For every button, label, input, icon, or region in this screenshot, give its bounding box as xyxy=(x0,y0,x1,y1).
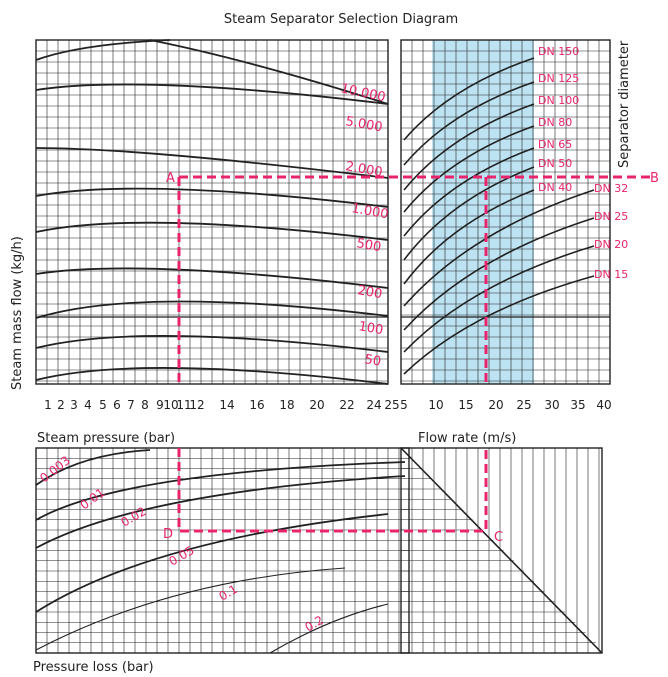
loss-curve xyxy=(35,461,406,521)
dn-curve xyxy=(403,103,535,191)
dn-label-50: DN 50 xyxy=(538,157,572,170)
loss-label-001: 0.01 xyxy=(78,485,108,512)
upper-right-panel xyxy=(400,39,611,385)
upper-left-grid xyxy=(35,39,389,384)
loss-label-005: 0.05 xyxy=(167,543,197,568)
pressure-tick-24: 24 xyxy=(366,398,381,412)
dn-label-32: DN 32 xyxy=(594,182,628,195)
dn-label-15: DN 15 xyxy=(594,268,628,281)
diagram-title: Steam Separator Selection Diagram xyxy=(224,12,458,27)
pressure-tick-4: 4 xyxy=(84,398,92,412)
dn-label-100: DN 100 xyxy=(538,94,579,107)
flow-curve xyxy=(35,367,389,385)
pressure-loss-label: Pressure loss (bar) xyxy=(33,660,154,675)
velocity-tick-10: 10 xyxy=(428,398,443,412)
velocity-band xyxy=(432,40,534,384)
pressure-tick-8: 8 xyxy=(141,398,149,412)
pressure-tick-18: 18 xyxy=(279,398,294,412)
loss-label-02: 0.2 xyxy=(303,613,327,635)
separator-diameter-label: Separator diameter xyxy=(617,40,632,168)
flow-curve xyxy=(149,39,389,105)
dn-curve xyxy=(403,125,535,213)
pressure-tick-25: 25 xyxy=(384,398,399,412)
loss-curve xyxy=(35,449,151,486)
curve-label-2000: 2.000 xyxy=(344,159,383,180)
loss-curve xyxy=(35,475,406,549)
flow-curve xyxy=(35,300,389,319)
loss-curves xyxy=(35,449,406,654)
pressure-tick-16: 16 xyxy=(249,398,264,412)
pressure-tick-2: 2 xyxy=(57,398,65,412)
dn-curve xyxy=(403,166,535,261)
dn-curve xyxy=(403,189,535,285)
curve-label-200: 200 xyxy=(356,283,383,302)
dn-curve xyxy=(403,81,535,166)
point-d: D xyxy=(163,527,173,542)
pressure-tick-9: 9 xyxy=(156,398,164,412)
dn-label-20: DN 20 xyxy=(594,238,628,251)
flow-curve-labels: 10.000 5.000 2.000 1.000 500 200 100 50 xyxy=(339,81,389,370)
steam-pressure-label: Steam pressure (bar) xyxy=(37,431,175,446)
flow-curve xyxy=(35,147,389,179)
pressure-tick-11: 11 xyxy=(176,398,191,412)
upper-left-panel xyxy=(35,39,389,385)
velocity-tick-15: 15 xyxy=(458,398,473,412)
pressure-tick-14: 14 xyxy=(219,398,234,412)
velocity-tick-labels: 5 10 15 20 25 30 35 40 xyxy=(400,398,611,412)
curve-label-500: 500 xyxy=(355,236,382,255)
loss-curve xyxy=(35,513,389,613)
dn-label-80: DN 80 xyxy=(538,116,572,129)
flow-curve xyxy=(35,39,171,61)
loss-label-002: 0.02 xyxy=(119,504,149,529)
lower-right-panel xyxy=(400,447,603,654)
pressure-tick-6: 6 xyxy=(113,398,121,412)
pressure-tick-10: 10 xyxy=(163,398,178,412)
dn-label-25: DN 25 xyxy=(594,210,628,223)
loss-curve xyxy=(269,603,389,654)
velocity-tick-40: 40 xyxy=(596,398,611,412)
point-b: B xyxy=(650,171,659,186)
flow-curve xyxy=(35,221,389,241)
dn-curve xyxy=(403,57,535,141)
point-a: A xyxy=(166,171,175,186)
flow-curves xyxy=(35,39,389,385)
velocity-tick-25: 25 xyxy=(516,398,531,412)
steam-mass-flow-label: Steam mass flow (kg/h) xyxy=(10,236,25,390)
velocity-tick-35: 35 xyxy=(570,398,585,412)
velocity-tick-20: 20 xyxy=(488,398,503,412)
flow-rate-label: Flow rate (m/s) xyxy=(418,431,516,446)
flow-curve xyxy=(35,335,389,353)
dn-labels: DN 150 DN 125 DN 100 DN 80 DN 65 DN 50 D… xyxy=(538,45,628,281)
velocity-tick-5: 5 xyxy=(400,398,408,412)
pressure-tick-22: 22 xyxy=(339,398,354,412)
example-path xyxy=(177,175,650,533)
lower-left-panel xyxy=(35,447,410,654)
dn-label-65: DN 65 xyxy=(538,138,572,151)
curve-label-50: 50 xyxy=(363,352,382,370)
point-c: C xyxy=(494,530,503,545)
loss-curve xyxy=(35,567,346,651)
velocity-tick-30: 30 xyxy=(544,398,559,412)
flow-curve xyxy=(35,83,389,105)
curve-label-5000: 5.000 xyxy=(344,114,383,135)
pressure-tick-7: 7 xyxy=(127,398,135,412)
pressure-tick-20: 20 xyxy=(309,398,324,412)
dn-label-150: DN 150 xyxy=(538,45,579,58)
pressure-tick-12: 12 xyxy=(189,398,204,412)
dn-label-125: DN 125 xyxy=(538,72,579,85)
flow-curve xyxy=(35,267,389,289)
pressure-tick-3: 3 xyxy=(70,398,78,412)
dn-label-40: DN 40 xyxy=(538,181,572,194)
pressure-tick-1: 1 xyxy=(44,398,52,412)
curve-label-100: 100 xyxy=(357,319,384,338)
pressure-tick-5: 5 xyxy=(99,398,107,412)
curve-label-1000: 1.000 xyxy=(350,201,389,222)
flow-curve xyxy=(35,187,389,208)
dn-curve xyxy=(403,147,535,237)
